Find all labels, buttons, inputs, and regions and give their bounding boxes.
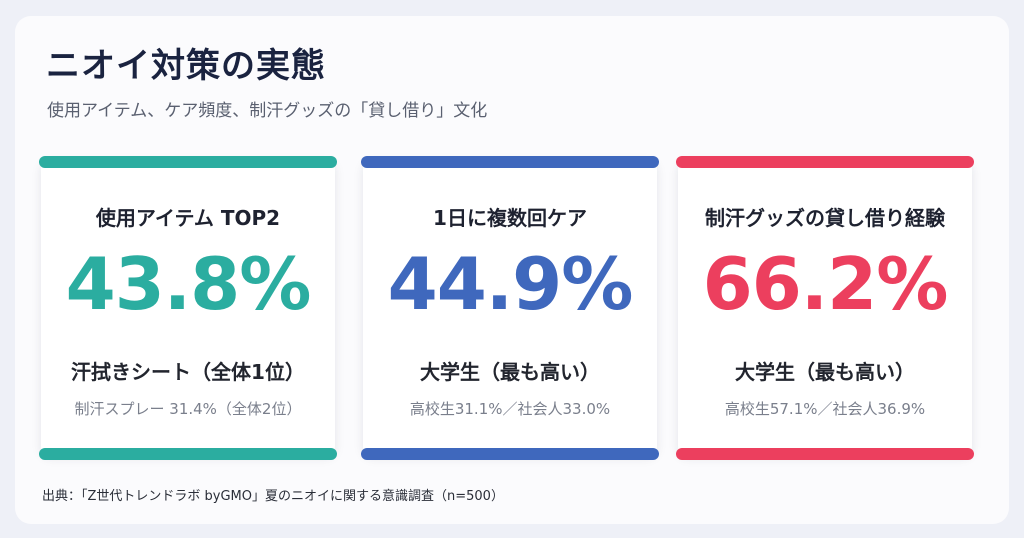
stat-card-sharing: 制汗グッズの貸し借り経験 66.2% 大学生（最も高い） 高校生57.1%／社会… [676,156,974,460]
card-top-accent-bar [361,156,659,168]
card-sub-label: 制汗スプレー 31.4%（全体2位） [74,400,302,418]
card-top-accent-bar [676,156,974,168]
card-sub-label: 高校生31.1%／社会人33.0% [409,400,611,418]
page-title: ニオイ対策の実態 [46,46,326,86]
card-bottom-accent-bar [361,448,659,460]
card-sub-label: 高校生57.1%／社会人36.9% [724,400,926,418]
card-top-accent-bar [39,156,337,168]
card-percentage: 43.8% [65,242,312,326]
card-heading: 使用アイテム TOP2 [95,206,281,230]
card-main-label: 大学生（最も高い） [420,360,600,384]
source-citation: 出典：「Z世代トレンドラボ byGMO」夏のニオイに関する意識調査（n=500） [42,489,504,504]
card-bottom-accent-bar [39,448,337,460]
card-percentage: 44.9% [387,242,634,326]
card-main-label: 汗拭きシート（全体1位） [71,360,305,384]
card-percentage: 66.2% [702,242,949,326]
stat-card-items: 使用アイテム TOP2 43.8% 汗拭きシート（全体1位） 制汗スプレー 31… [39,156,337,460]
stat-card-care-frequency: 1日に複数回ケア 44.9% 大学生（最も高い） 高校生31.1%／社会人33.… [361,156,659,460]
card-bottom-accent-bar [676,448,974,460]
card-main-label: 大学生（最も高い） [735,360,915,384]
page-subtitle: 使用アイテム、ケア頻度、制汗グッズの「貸し借り」文化 [47,101,488,121]
card-heading: 制汗グッズの貸し借り経験 [705,206,945,230]
card-heading: 1日に複数回ケア [433,206,587,230]
